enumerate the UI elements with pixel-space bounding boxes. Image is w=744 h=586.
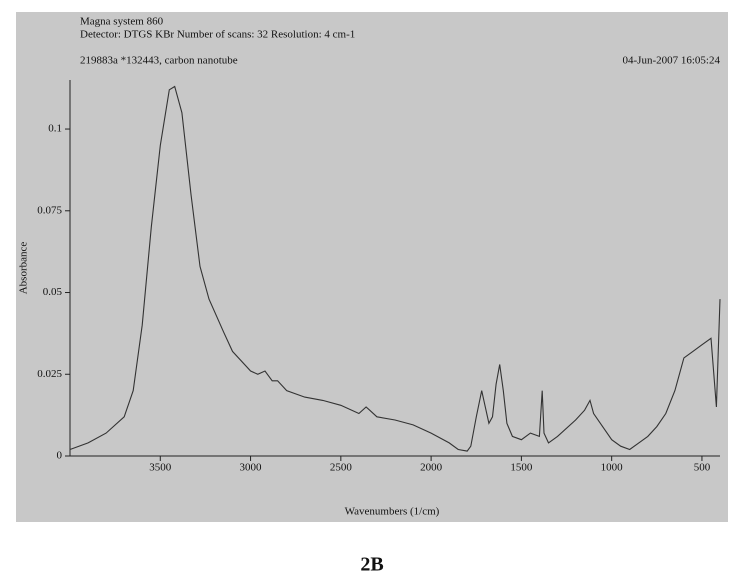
x-tick-label: 500	[694, 462, 711, 474]
date-label: 04-Jun-2007 16:05:24	[623, 55, 721, 67]
x-tick-label: 1000	[601, 462, 624, 474]
caption: 2B	[360, 554, 383, 576]
y-tick-label: 0.05	[43, 286, 63, 298]
y-axis-label: Absorbance	[18, 242, 30, 295]
sample-label: 219883a *132443, carbon nanotube	[80, 55, 238, 67]
x-axis-label: Wavenumbers (1/cm)	[345, 506, 440, 518]
y-tick-label: 0.075	[37, 204, 62, 216]
y-tick-label: 0.1	[48, 123, 62, 135]
chart-title: Magna system 860	[80, 16, 164, 28]
x-tick-label: 3000	[240, 462, 263, 474]
x-tick-label: 1500	[510, 462, 533, 474]
x-tick-label: 3500	[149, 462, 172, 474]
x-tick-label: 2500	[330, 462, 353, 474]
chart-panel	[16, 12, 728, 522]
y-tick-label: 0	[57, 450, 63, 462]
x-tick-label: 2000	[420, 462, 443, 474]
y-tick-label: 0.025	[37, 368, 62, 380]
spectrum-line	[69, 85, 721, 452]
chart-subtitle: Detector: DTGS KBr Number of scans: 32 R…	[80, 29, 355, 41]
